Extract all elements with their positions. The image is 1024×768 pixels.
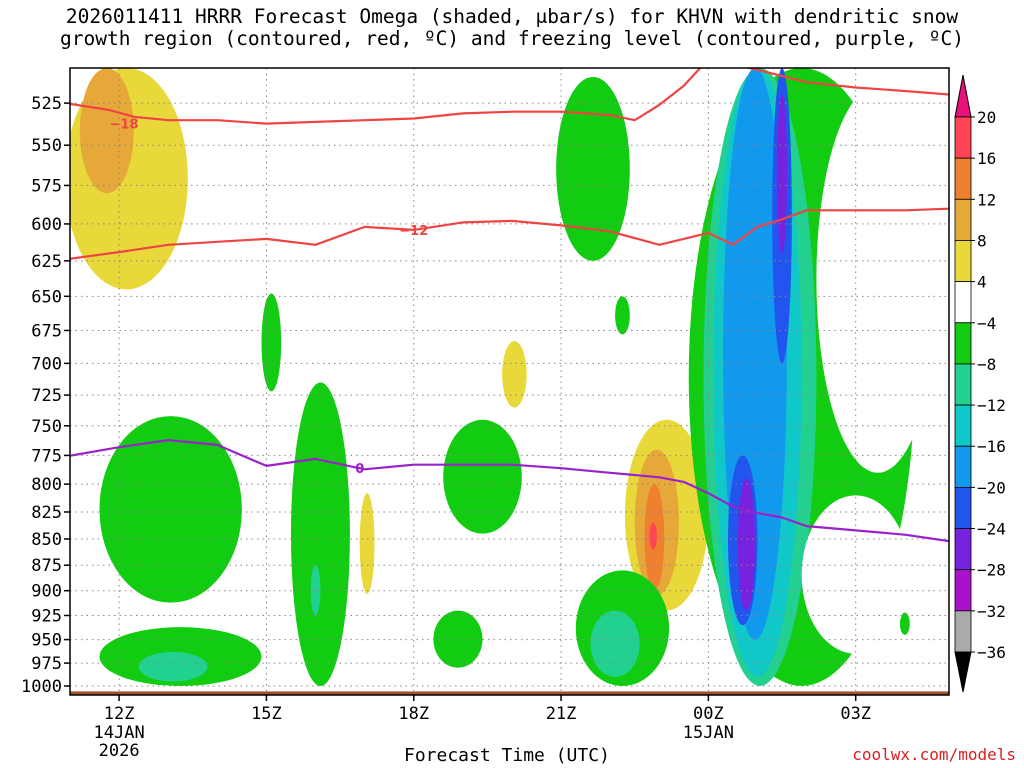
- colorbar-label-3: 8: [977, 231, 987, 250]
- y-tick-label-1000: 1000: [21, 677, 62, 697]
- y-tick-label-950: 950: [31, 631, 62, 651]
- omega-neutral-area-1: [816, 85, 940, 473]
- source-credit[interactable]: coolwx.com/models: [852, 745, 1016, 764]
- x-tick-label-15Z: 15Z: [251, 704, 282, 724]
- colorbar-label-13: −36: [977, 643, 1006, 662]
- omega-region-8: [99, 416, 242, 603]
- omega-region-13: [310, 565, 321, 616]
- x-tick-sublabel-14JAN: 14JAN: [94, 723, 145, 743]
- x-tick-sublabel-15JAN: 15JAN: [683, 723, 734, 743]
- pressure-axis: 525 550 575 600 625 650 675 700 725 750 775 800 825 8…: [21, 94, 70, 697]
- x-tick-sublabel-2026: 2026: [99, 741, 140, 761]
- omega-region-12: [290, 382, 350, 686]
- plot-frame: [69, 67, 950, 696]
- colorbar-over-arrow: [954, 74, 972, 118]
- colorbar-label-4: 4: [977, 273, 987, 292]
- omega-region-1: [79, 68, 134, 194]
- colorbar-bin-1: [954, 157, 972, 200]
- colorbar-label-10: −24: [977, 520, 1006, 539]
- colorbar-bin-8: [954, 445, 972, 488]
- freezing-level-contour-label: 0: [355, 462, 364, 477]
- dgz-contour-1: [70, 207, 949, 260]
- x-axis-title: Forecast Time (UTC): [404, 745, 610, 766]
- y-tick-label-900: 900: [31, 582, 62, 602]
- title-line-2: growth region (contoured, red, ºC) and f…: [60, 27, 964, 50]
- y-tick-label-625: 625: [31, 252, 62, 272]
- colorbar-label-5: −4: [977, 314, 996, 333]
- colorbar-bin-5: [954, 322, 972, 365]
- freezing-level-contour: [70, 439, 949, 543]
- gridlines: [70, 68, 949, 695]
- dgz-contour-0-label: −18: [110, 118, 139, 133]
- y-tick-label-800: 800: [31, 475, 62, 495]
- colorbar-label-12: −32: [977, 602, 1006, 621]
- omega-region-11: [261, 293, 282, 392]
- colorbar-label-7: −12: [977, 396, 1006, 415]
- omega-region-7: [649, 522, 657, 550]
- title-line-1: 2026011411 HRRR Forecast Omega (shaded, …: [65, 5, 959, 28]
- colorbar-bin-4: [954, 281, 972, 324]
- y-tick-label-775: 775: [31, 446, 62, 466]
- y-tick-label-825: 825: [31, 503, 62, 523]
- ground-surface: [70, 691, 949, 695]
- colorbar-bin-10: [954, 528, 972, 571]
- colorbar-bin-7: [954, 404, 972, 447]
- omega-region-16: [556, 76, 630, 261]
- chart-title: 2026011411 HRRR Forecast Omega (shaded, …: [0, 6, 1024, 50]
- y-tick-label-700: 700: [31, 354, 62, 374]
- colorbar-label-2: 12: [977, 190, 996, 209]
- y-tick-label-750: 750: [31, 417, 62, 437]
- colorbar-bin-9: [954, 486, 972, 529]
- x-tick-label-03Z: 03Z: [840, 704, 871, 724]
- colorbar-bin-3: [954, 240, 972, 283]
- y-tick-label-600: 600: [31, 215, 62, 235]
- x-tick-label-12Z: 12Z: [104, 704, 135, 724]
- omega-region-10: [138, 651, 208, 682]
- y-tick-label-550: 550: [31, 136, 62, 156]
- omega-region-3: [359, 493, 375, 594]
- colorbar-label-1: 16: [977, 149, 996, 168]
- omega-region-19: [590, 610, 640, 677]
- y-tick-label-875: 875: [31, 556, 62, 576]
- y-tick-label-650: 650: [31, 287, 62, 307]
- y-tick-label-675: 675: [31, 321, 62, 341]
- colorbar-under-arrow: [954, 651, 972, 693]
- omega-region-29: [899, 612, 910, 635]
- x-tick-label-00Z: 00Z: [693, 704, 724, 724]
- colorbar-label-0: 20: [977, 108, 996, 127]
- omega-region-26: [777, 94, 787, 254]
- dgz-contour-1-label: −12: [399, 224, 428, 239]
- y-tick-label-575: 575: [31, 176, 62, 196]
- y-tick-label-725: 725: [31, 386, 62, 406]
- colorbar-bin-12: [954, 610, 972, 653]
- omega-colorbar: 20 16 12 8 4 −4 −8 −12 −16 −20 −24 −28 −32 −36: [954, 74, 1006, 693]
- y-tick-label-925: 925: [31, 606, 62, 626]
- omega-region-15: [433, 610, 483, 668]
- colorbar-bin-2: [954, 198, 972, 241]
- colorbar-bin-0: [954, 116, 972, 159]
- omega-region-17: [615, 296, 630, 335]
- colorbar-bin-6: [954, 363, 972, 406]
- contour-lines: −18 −12 0: [70, 68, 949, 543]
- y-tick-label-850: 850: [31, 530, 62, 550]
- y-tick-label-525: 525: [31, 94, 62, 114]
- omega-region-2: [502, 341, 527, 408]
- colorbar-label-11: −28: [977, 561, 1006, 580]
- colorbar-label-6: −8: [977, 355, 996, 374]
- omega-region-14: [443, 419, 522, 534]
- x-tick-label-18Z: 18Z: [398, 704, 429, 724]
- colorbar-bin-11: [954, 569, 972, 612]
- colorbar-label-9: −20: [977, 478, 1006, 497]
- colorbar-label-8: −16: [977, 437, 1006, 456]
- x-tick-label-21Z: 21Z: [546, 704, 577, 724]
- dgz-contour-0: [70, 68, 949, 125]
- y-tick-label-975: 975: [31, 654, 62, 674]
